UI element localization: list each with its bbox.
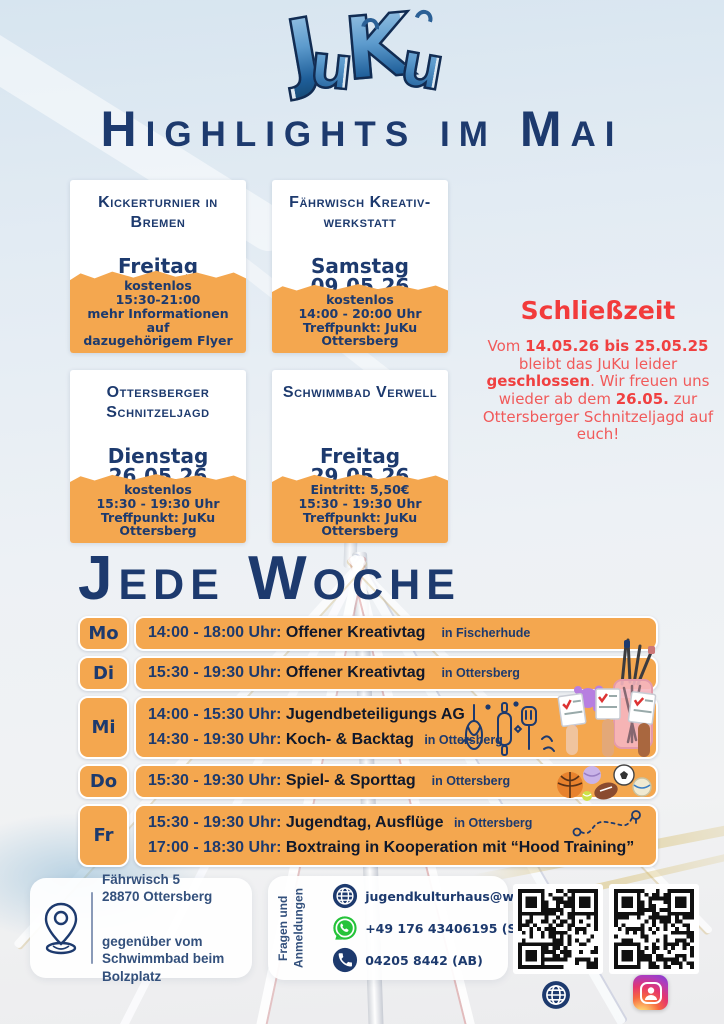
closure-text: Vom 14.05.26 bis 25.05.25 bleibt das JuK…	[482, 337, 714, 444]
event-detail-line: 15:30 - 19:30 Uhr	[96, 495, 220, 511]
event-title: Kickerturnier in Bremen	[98, 194, 218, 232]
event-detail-line: kostenlos	[124, 278, 192, 294]
event-detail-line: 14:00 - 20:00 Uhr	[298, 305, 422, 321]
event-card-kreativwerkstatt: Fährwisch Kreativ-werkstatt Samstag 09.0…	[272, 180, 448, 353]
event-weekday: Freitag	[117, 254, 199, 278]
event-details: kostenlos 14:00 - 20:00 Uhr Treffpunkt: …	[272, 284, 448, 353]
divider	[91, 892, 93, 964]
event-details: Eintritt: 5,50€ 15:30 - 19:30 Uhr Treffp…	[272, 474, 448, 543]
event-title: Fährwisch Kreativ-werkstatt	[289, 194, 431, 232]
event-detail-line: Treffpunkt: JuKu Ottersberg	[100, 509, 216, 539]
schedule-row-friday: Fr 15:30 - 19:30 Uhr: Jugendtag, Ausflüg…	[78, 804, 658, 867]
schedule-row-thursday: Do 15:30 - 19:30 Uhr: Spiel- & Sporttag i…	[78, 764, 658, 801]
event-card-schwimmbad: Schwimmbad Verwell Freitag 29.05.26 Eint…	[272, 370, 448, 543]
event-weekday: Samstag	[310, 254, 410, 278]
day-label: Di	[78, 656, 129, 691]
event-detail-line: mehr Informationen auf dazugehörigem Fly…	[83, 305, 233, 349]
contact-box: Fragen und Anmeldungen jugendkulturhaus@…	[268, 876, 554, 980]
day-label: Fr	[78, 804, 129, 867]
event-detail-line: kostenlos	[124, 482, 192, 497]
schedule-row-monday: Mo 14:00 - 18:00 Uhr: Offener Kreativtag…	[78, 616, 658, 651]
schedule-entry: 14:00 - 15:30 Uhr: Jugendbeteiligungs AG	[148, 705, 465, 723]
event-details: kostenlos 15:30 - 19:30 Uhr Treffpunkt: …	[70, 474, 246, 543]
contact-email-row[interactable]: jugendkulturhaus@web.de	[332, 883, 554, 909]
globe-icon	[333, 883, 358, 909]
schedule-row-content: 14:00 - 18:00 Uhr: Offener Kreativtag in …	[134, 616, 658, 651]
whatsapp-icon	[333, 916, 357, 940]
schedule-entry: 15:30 - 19:30 Uhr: Jugendtag, Ausflüge i…	[148, 813, 533, 831]
schedule-row-content: 14:00 - 15:30 Uhr: Jugendbeteiligungs AG…	[134, 688, 658, 759]
contact-whatsapp-number[interactable]: +49 176 43406195 (Sarah)	[365, 920, 555, 936]
event-detail-line: 15:30 - 19:30 Uhr	[298, 495, 422, 511]
weekly-schedule-heading: Jede Woche	[78, 544, 461, 613]
schedule-entry: 14:30 - 19:30 Uhr: Koch- & Backtag in Ot…	[148, 730, 503, 748]
address-street: Fährwisch 5 28870 Ottersberg	[102, 871, 213, 905]
instagram-qr-code[interactable]	[609, 884, 699, 974]
page-title: Highlights im Mai	[100, 101, 624, 157]
schedule-entry: 15:30 - 19:30 Uhr: Spiel- & Sporttag in O…	[148, 772, 511, 790]
event-detail-line: 15:30-21:00	[115, 292, 201, 307]
phone-icon	[333, 947, 358, 973]
contact-label: Fragen und Anmeldungen	[276, 888, 306, 968]
event-card-schnitzeljagd: Ottersberger Schnitzeljagd Dienstag 26.0…	[70, 370, 246, 543]
schedule-entry: 17:00 - 18:30 Uhr: Boxtraing in Kooperat…	[148, 838, 635, 856]
location-pin-icon	[44, 902, 78, 955]
website-qr-code[interactable]	[513, 884, 603, 974]
juku-logo-text: JuKu	[278, 0, 442, 105]
address-box: Fährwisch 5 28870 Ottersberg gegenüber v…	[30, 872, 252, 984]
event-card-kickerturnier: Kickerturnier in Bremen Freitag 08.05.26…	[70, 180, 246, 353]
address-text: Fährwisch 5 28870 Ottersberg gegenüber v…	[102, 853, 224, 1002]
event-weekday: Dienstag	[107, 444, 209, 468]
event-details: kostenlos 15:30-21:00 mehr Informationen…	[70, 270, 246, 353]
schedule-row-content: 15:30 - 19:30 Uhr: Spiel- & Sporttag in O…	[134, 764, 658, 801]
day-label: Mo	[78, 616, 129, 651]
closure-notice: Schließzeit Vom 14.05.26 bis 25.05.25 bl…	[478, 296, 718, 444]
contact-phone-number[interactable]: 04205 8442 (AB)	[365, 952, 483, 968]
event-weekday: Freitag	[319, 444, 401, 468]
event-detail-line: kostenlos	[326, 292, 394, 307]
event-detail-line: Treffpunkt: JuKu Ottersberg	[302, 509, 418, 539]
contact-email[interactable]: jugendkulturhaus@web.de	[365, 888, 554, 904]
address-hint: gegenüber vom Schwimmbad beim Bolzplatz	[102, 933, 225, 984]
juku-logo: JuKu	[278, 0, 442, 112]
events-section: Kickerturnier in Bremen Freitag 08.05.26…	[70, 180, 448, 543]
event-title: Schwimmbad Verwell	[282, 384, 438, 401]
schedule-row-content: 15:30 - 19:30 Uhr: Offener Kreativtag in …	[134, 656, 658, 691]
day-label: Do	[78, 764, 129, 799]
contact-phone-row[interactable]: 04205 8442 (AB)	[332, 947, 554, 973]
event-title: Ottersberger Schnitzeljagd	[106, 384, 210, 422]
schedule-entry: 15:30 - 19:30 Uhr: Offener Kreativtag in …	[148, 664, 520, 682]
day-label: Mi	[78, 696, 129, 759]
event-detail-line: Treffpunkt: JuKu Ottersberg	[302, 319, 418, 349]
schedule-row-wednesday: Mi 14:00 - 15:30 Uhr: Jugendbeteiligungs…	[78, 688, 658, 759]
schedule-row-content: 15:30 - 19:30 Uhr: Jugendtag, Ausflüge i…	[134, 804, 658, 867]
closure-heading: Schließzeit	[520, 296, 676, 325]
website-globe-icon[interactable]	[541, 980, 571, 1010]
contact-items: jugendkulturhaus@web.de +49 176 43406195…	[332, 883, 554, 973]
weekly-schedule: Mo 14:00 - 18:00 Uhr: Offener Kreativtag…	[78, 616, 658, 867]
schedule-row-tuesday: Di 15:30 - 19:30 Uhr: Offener Kreativtag…	[78, 638, 658, 749]
instagram-icon[interactable]	[633, 975, 668, 1010]
event-detail-line: Eintritt: 5,50€	[310, 482, 410, 497]
contact-whatsapp-row[interactable]: +49 176 43406195 (Sarah)	[332, 915, 554, 941]
schedule-entry: 14:00 - 18:00 Uhr: Offener Kreativtag in …	[148, 624, 531, 642]
